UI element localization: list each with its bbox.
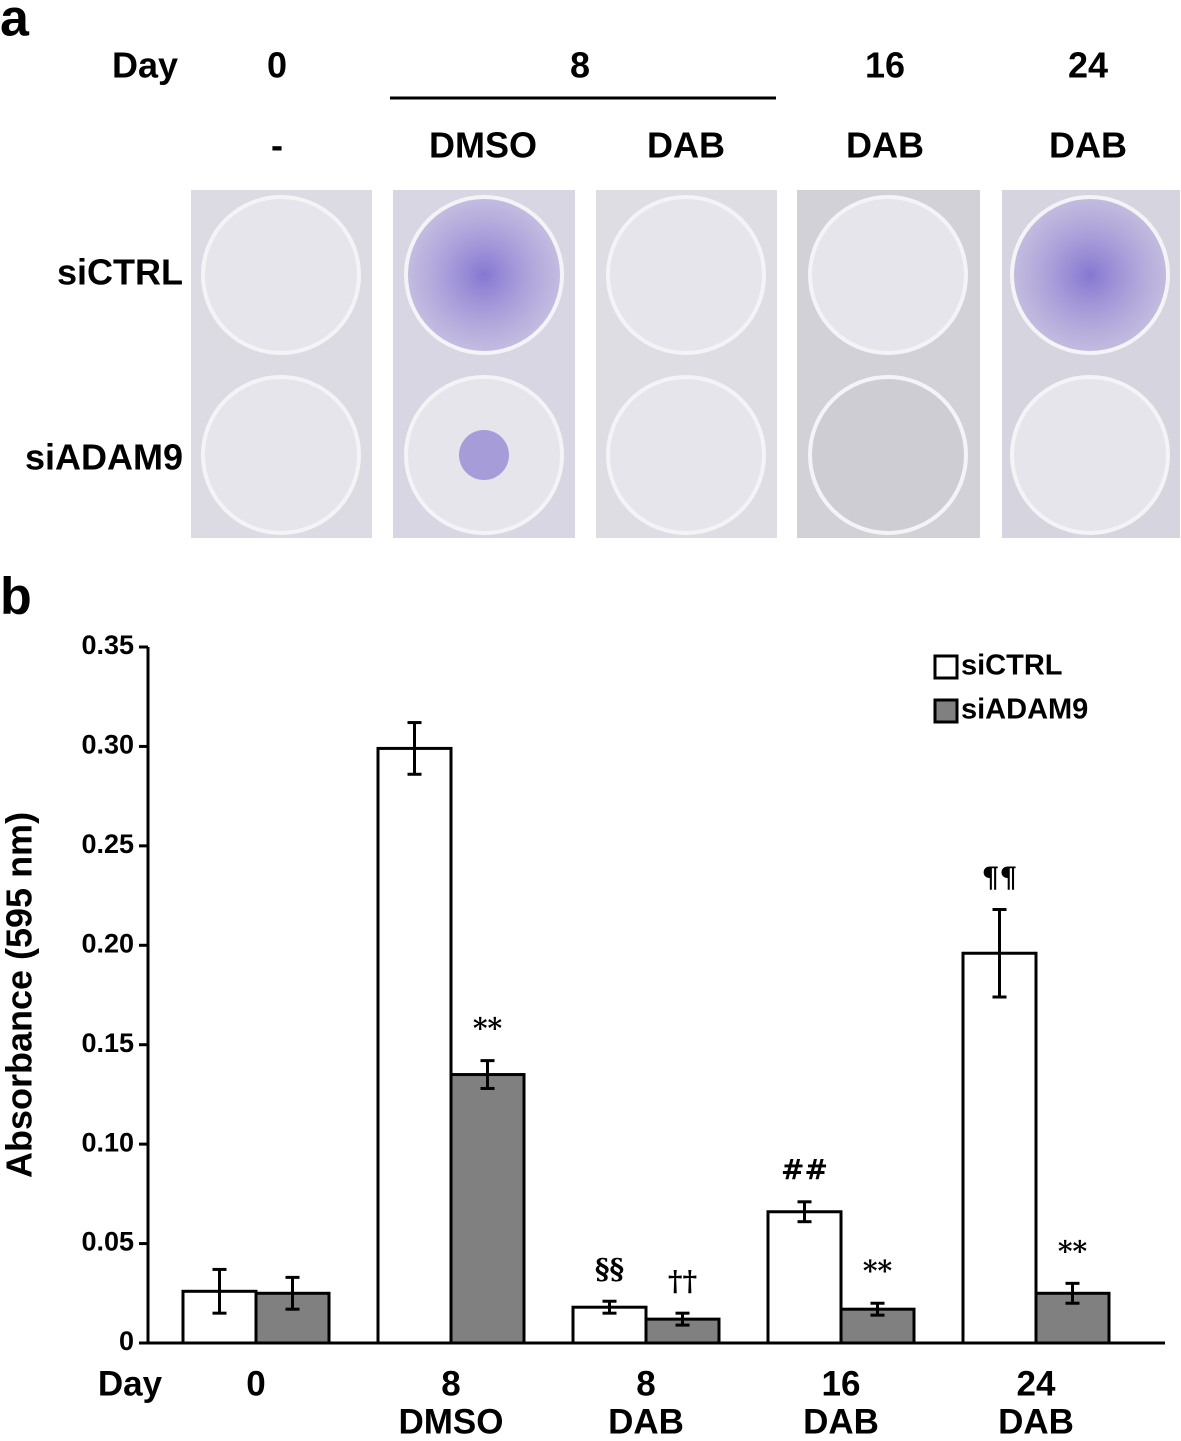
y-tick-label: 0.10: [81, 1127, 134, 1157]
significance-label: **: [863, 1255, 893, 1288]
treatment: -: [271, 125, 283, 166]
significance-label: **: [473, 1012, 503, 1045]
y-tick-label: 0.20: [81, 928, 134, 958]
well: [808, 375, 968, 535]
bar: [961, 951, 1038, 1345]
significance-label: §§: [595, 1253, 624, 1286]
well: [606, 195, 766, 355]
treatment: DMSO: [429, 125, 537, 166]
x-tick-label: 0: [246, 1364, 265, 1403]
well: [1010, 195, 1170, 355]
legend-swatch: [933, 698, 959, 724]
well: [201, 195, 361, 355]
day: 0: [267, 45, 287, 86]
day-label: Day: [112, 45, 178, 86]
treatment: DAB: [846, 125, 924, 166]
row-label: siADAM9: [25, 437, 183, 478]
panel-label: a: [0, 0, 30, 48]
y-tick-label: 0.25: [81, 829, 134, 859]
treatment: DAB: [1049, 125, 1127, 166]
bar: [449, 1073, 526, 1345]
well: [606, 375, 766, 535]
well: [404, 195, 564, 355]
significance-label: ††: [668, 1265, 697, 1298]
x-tick-sublabel: DAB: [608, 1402, 684, 1441]
significance-label: ¶¶: [982, 861, 1018, 894]
x-tick-sublabel: DAB: [998, 1402, 1074, 1441]
treatment: DAB: [647, 125, 725, 166]
day: 8: [570, 45, 590, 86]
well: [1010, 375, 1170, 535]
stain-spot: [459, 430, 509, 480]
y-tick-label: 0.15: [81, 1028, 134, 1058]
wells: [201, 195, 1170, 535]
row-label: siCTRL: [57, 252, 183, 293]
y-tick-label: 0.30: [81, 730, 134, 760]
x-tick-sublabel: DMSO: [399, 1402, 504, 1441]
panel-label: b: [0, 568, 32, 626]
day: 16: [865, 45, 905, 86]
x-tick-label: 16: [822, 1364, 861, 1403]
well: [808, 195, 968, 355]
x-tick-sublabel: DAB: [803, 1402, 879, 1441]
bar: [766, 1210, 843, 1345]
well-photos: [191, 190, 1180, 538]
x-tick-label: 24: [1017, 1364, 1056, 1403]
y-tick-label: 0.35: [81, 630, 134, 660]
bar: [376, 746, 453, 1345]
y-tick-label: 0.05: [81, 1227, 134, 1257]
legend-swatch: [933, 654, 959, 680]
day: 24: [1068, 45, 1108, 86]
x-tick-label: 8: [636, 1364, 655, 1403]
y-axis-label: Absorbance (595 nm): [0, 812, 40, 1178]
y-tick-label: 0: [119, 1326, 134, 1356]
x-axis-label: Day: [98, 1364, 163, 1403]
legend-label: siADAM9: [961, 694, 1088, 726]
well: [201, 375, 361, 535]
x-tick-label: 8: [441, 1364, 460, 1403]
significance-label: **: [1058, 1235, 1088, 1268]
significance-label: ##: [781, 1153, 828, 1186]
legend-label: siCTRL: [961, 650, 1063, 682]
